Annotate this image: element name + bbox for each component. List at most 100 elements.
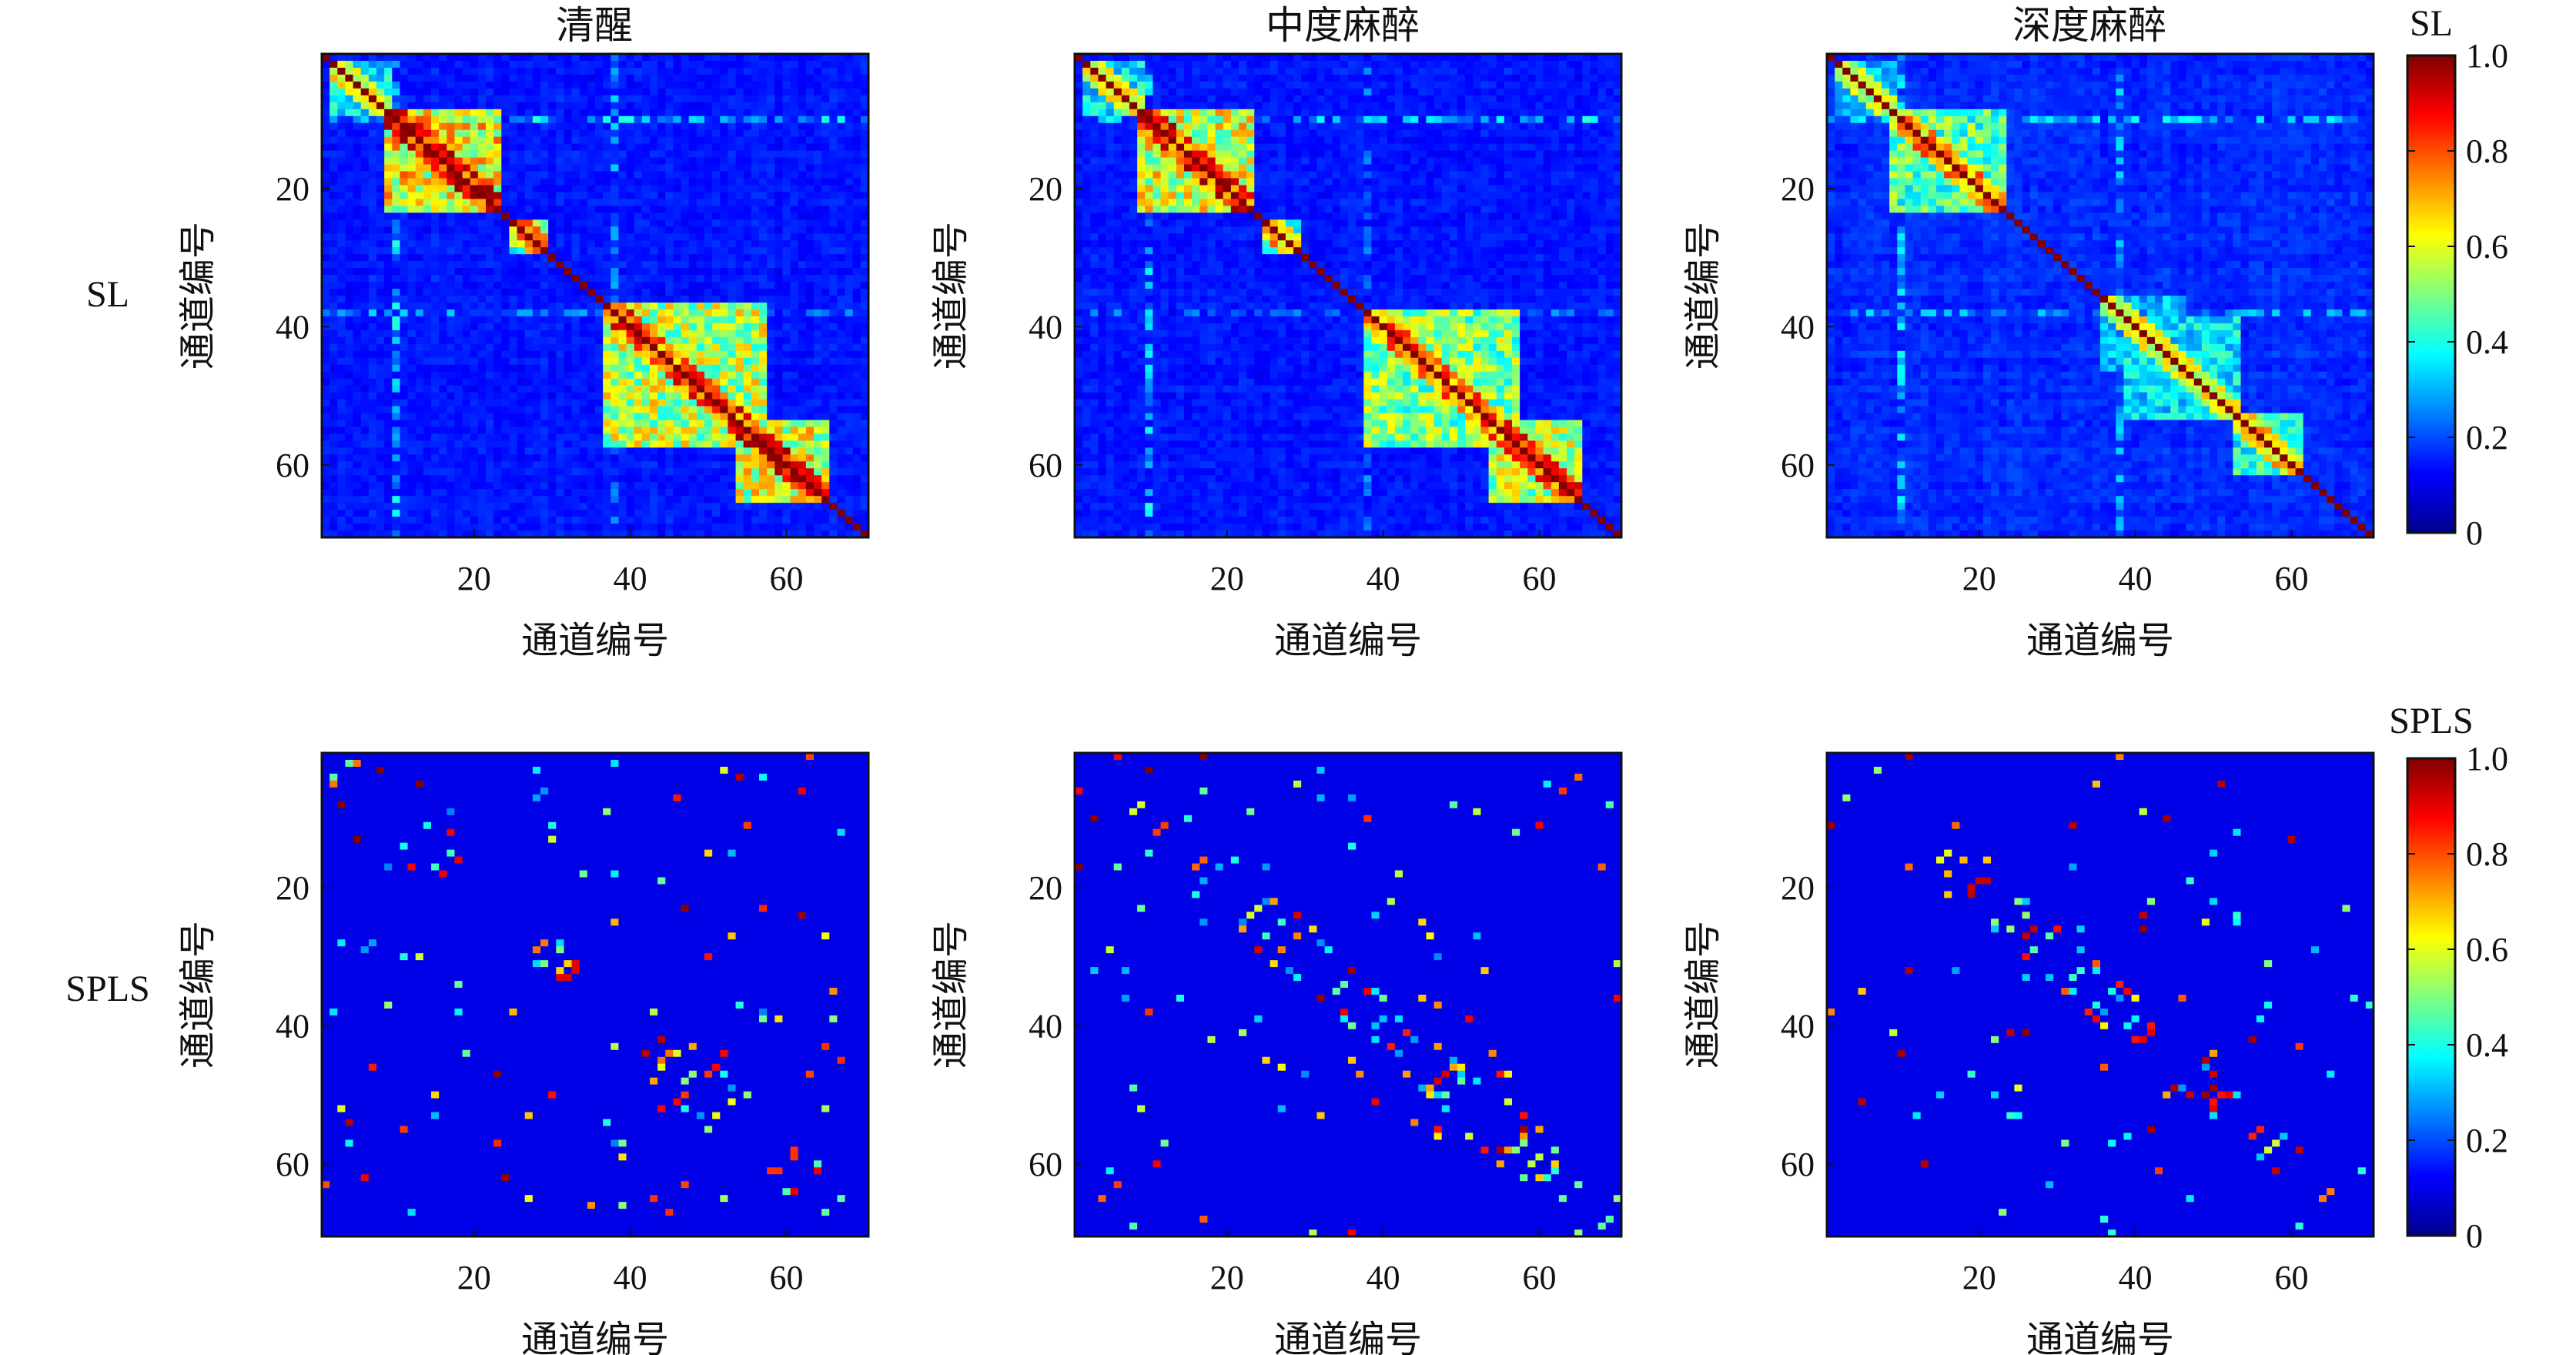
heatmap-cell [814, 296, 822, 303]
heatmap-cell [486, 420, 494, 428]
heatmap-cell [493, 371, 502, 380]
heatmap-cell [595, 392, 604, 400]
heatmap-cell [852, 323, 861, 331]
heatmap-cell [517, 364, 526, 373]
heatmap-cell [345, 433, 354, 441]
heatmap-cell [376, 206, 385, 213]
heatmap-cell [439, 268, 447, 276]
heatmap-cell [548, 510, 557, 517]
heatmap-cell [477, 399, 487, 407]
heatmap-cell [657, 157, 666, 166]
heatmap-cell [829, 81, 838, 89]
heatmap-cell [392, 468, 401, 476]
heatmap-cell [571, 406, 580, 414]
heatmap-cell [814, 178, 822, 186]
heatmap-cell [1582, 54, 1591, 62]
heatmap-cell [423, 475, 432, 483]
heatmap-cell [790, 427, 799, 435]
heatmap-cell [728, 233, 737, 241]
heatmap-cell [837, 226, 846, 234]
heatmap-cell [650, 482, 658, 490]
heatmap-cell [447, 261, 456, 269]
heatmap-cell [1075, 54, 1083, 62]
heatmap-cell [798, 219, 807, 227]
heatmap-cell [704, 81, 713, 89]
heatmap-cell [860, 109, 869, 117]
heatmap-cell [407, 468, 417, 476]
heatmap-cell [392, 122, 401, 131]
heatmap-cell [657, 254, 666, 262]
heatmap-cell [805, 336, 815, 345]
heatmap-cell [587, 510, 596, 517]
heatmap-cell [595, 261, 604, 269]
heatmap-cell [673, 496, 682, 504]
heatmap-cell [447, 357, 456, 366]
heatmap-cell [720, 427, 729, 435]
heatmap-cell [360, 171, 370, 179]
heatmap-cell [837, 164, 846, 172]
heatmap-cell [384, 289, 393, 296]
heatmap-cell [532, 399, 541, 407]
heatmap-cell [634, 74, 643, 82]
heatmap-cell [728, 212, 737, 220]
heatmap-cell [790, 530, 799, 538]
heatmap-cell [743, 74, 752, 82]
heatmap-cell [532, 378, 541, 386]
heatmap-cell [821, 510, 830, 517]
heatmap-cell [782, 524, 791, 531]
heatmap-cell [626, 489, 635, 497]
heatmap-cell [431, 440, 440, 448]
heatmap-cell [384, 226, 393, 234]
heatmap-cell [805, 192, 815, 199]
heatmap-cell [330, 496, 338, 504]
heatmap-cell [330, 482, 338, 490]
heatmap-cell [852, 385, 861, 393]
heatmap-cell [712, 95, 721, 103]
heatmap-cell [431, 122, 440, 131]
heatmap-cell [657, 385, 666, 393]
heatmap-cell [509, 289, 518, 296]
heatmap-cell [376, 350, 385, 359]
heatmap-cell [712, 289, 721, 296]
heatmap-cell [571, 81, 580, 89]
heatmap-cell [712, 296, 721, 303]
heatmap-cell [587, 489, 596, 497]
heatmap-cell [470, 102, 479, 110]
heatmap-cell [618, 60, 627, 69]
heatmap-cell [532, 440, 541, 448]
heatmap-cell [782, 517, 791, 524]
heatmap-cell [735, 254, 744, 262]
heatmap-cell [696, 323, 705, 331]
heatmap-cell [423, 316, 432, 324]
heatmap-cell [415, 74, 424, 82]
heatmap-cell [407, 524, 417, 531]
heatmap-cell [829, 482, 838, 490]
heatmap-cell [798, 164, 807, 172]
heatmap-cell [626, 323, 635, 331]
heatmap-cell [454, 212, 463, 220]
heatmap-cell [603, 323, 611, 331]
heatmap-cell [673, 157, 682, 166]
heatmap-cell [673, 385, 682, 393]
heatmap-cell [415, 289, 424, 296]
heatmap-cell [860, 206, 869, 213]
heatmap-cell [462, 302, 471, 310]
heatmap-cell [486, 323, 494, 331]
heatmap-cell [860, 143, 869, 152]
heatmap-cell [665, 157, 674, 166]
heatmap-cell [571, 199, 580, 206]
heatmap-cell [805, 115, 815, 124]
heatmap-cell [509, 261, 518, 269]
heatmap-cell [353, 413, 362, 421]
heatmap-cell [641, 54, 651, 62]
heatmap-cell [470, 54, 479, 62]
heatmap-cell [603, 399, 611, 407]
heatmap-cell [688, 109, 698, 117]
heatmap-cell [790, 420, 799, 428]
heatmap-cell [829, 510, 838, 517]
heatmap-cell [524, 268, 534, 276]
heatmap-cell [431, 524, 440, 531]
heatmap-cell [462, 164, 471, 172]
heatmap-cell [743, 247, 752, 255]
heatmap-cell [524, 67, 534, 75]
